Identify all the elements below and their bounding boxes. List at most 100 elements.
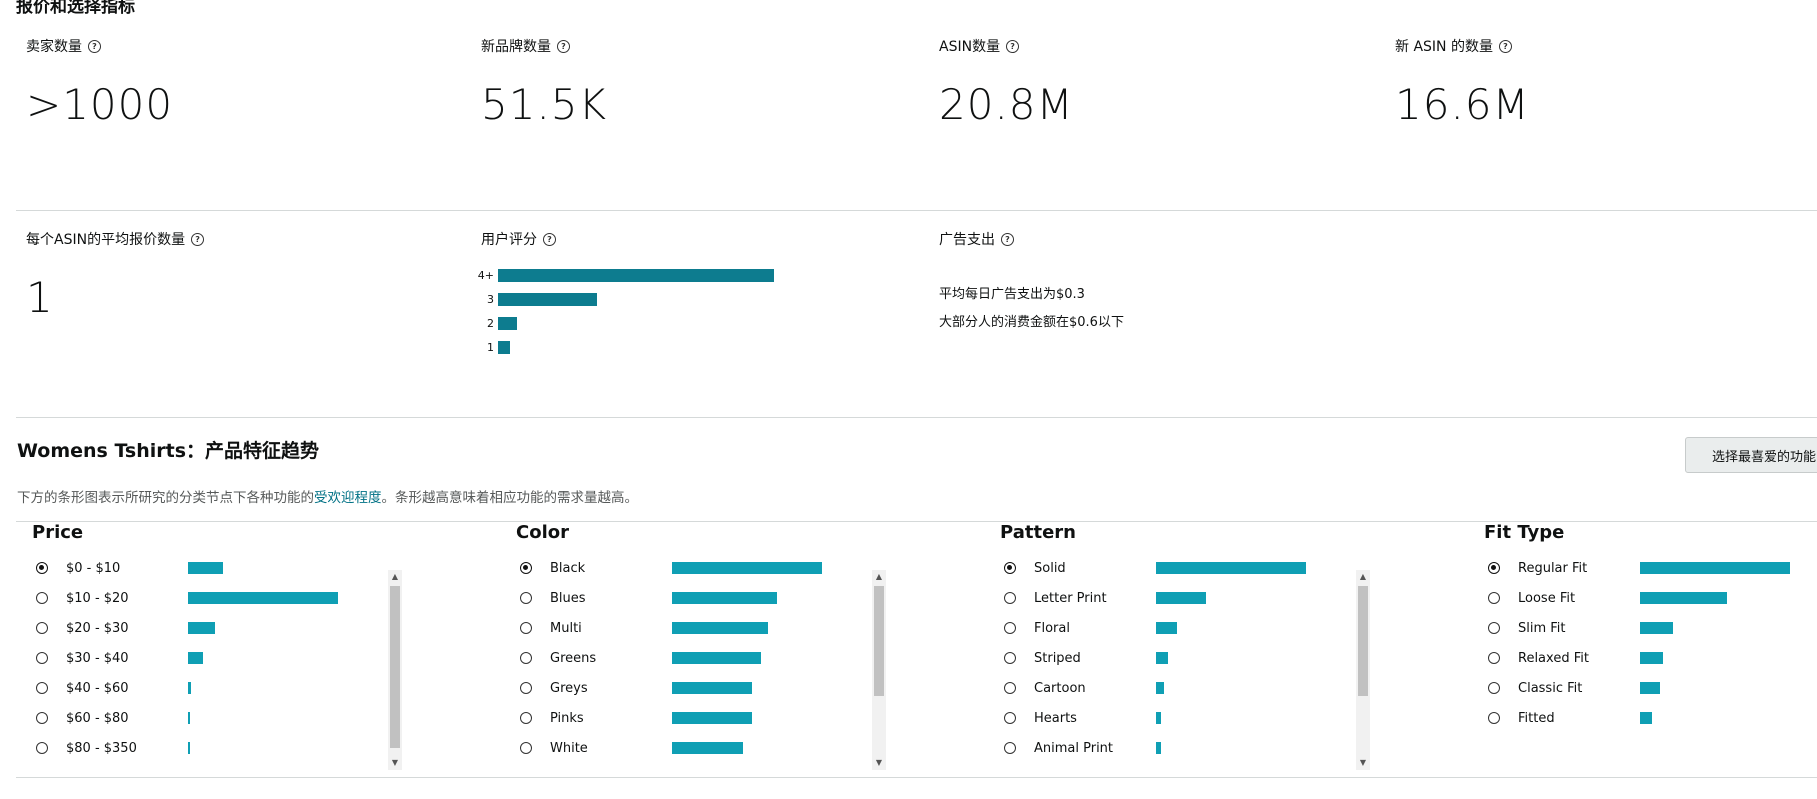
radio-button[interactable] [1004,682,1016,694]
feature-option[interactable]: $30 - $40 [16,643,412,673]
radio-button[interactable] [520,712,532,724]
scroll-up-arrow-icon[interactable]: ▲ [1359,572,1367,581]
help-icon[interactable]: ? [543,232,556,246]
feature-popularity-bar [1156,682,1164,694]
feature-option[interactable]: Black [500,553,896,583]
feature-option[interactable]: Classic Fit [1468,673,1817,703]
feature-option[interactable]: Fitted [1468,703,1817,733]
scroll-thumb[interactable] [1358,586,1368,696]
help-icon[interactable]: ? [88,39,101,53]
feature-option[interactable]: $0 - $10 [16,553,412,583]
radio-button[interactable] [36,682,48,694]
radio-button[interactable] [36,652,48,664]
radio-button[interactable] [1004,742,1016,754]
feature-option[interactable]: Blues [500,583,896,613]
feature-option[interactable]: Greys [500,673,896,703]
feature-option[interactable]: $20 - $30 [16,613,412,643]
feature-option[interactable]: Pinks [500,703,896,733]
feature-popularity-bar [188,592,338,604]
scrollbar[interactable]: ▲ ▼ [388,570,402,770]
feature-option[interactable]: Loose Fit [1468,583,1817,613]
feature-popularity-bar [1156,592,1206,604]
help-icon[interactable]: ? [1006,39,1020,53]
feature-popularity-bar [1640,682,1660,694]
feature-option[interactable]: Animal Print [984,733,1380,763]
radio-button[interactable] [520,652,532,664]
metrics-row-1: 卖家数量? >1000 新品牌数量? 51.5K ASIN数量? 20.8M 新… [16,18,1817,213]
feature-option[interactable]: Floral [984,613,1380,643]
feature-option[interactable]: Relaxed Fit [1468,643,1817,673]
trends-description: 下方的条形图表示所研究的分类节点下各种功能的受欢迎程度。条形越高意味着相应功能的… [17,490,638,506]
radio-button[interactable] [1488,712,1500,724]
feature-option[interactable]: Regular Fit [1468,553,1817,583]
feature-option[interactable]: $80 - $350 [16,733,412,763]
feature-option-label: $20 - $30 [66,620,129,636]
feature-panel-fit-type: Fit Type Regular Fit Loose Fit Slim Fit Rela… [1468,522,1817,772]
feature-option[interactable]: Solid [984,553,1380,583]
radio-button[interactable] [1004,652,1016,664]
radio-button[interactable] [520,742,532,754]
feature-option-label: Hearts [1034,710,1077,726]
radio-button[interactable] [1488,682,1500,694]
scroll-down-arrow-icon[interactable]: ▼ [391,758,399,767]
rating-bar-label: 1 [487,340,494,354]
scroll-thumb[interactable] [874,586,884,696]
feature-option[interactable]: Letter Print [984,583,1380,613]
radio-button[interactable] [36,562,48,574]
popularity-link[interactable]: 受欢迎程度 [314,490,382,506]
scroll-down-arrow-icon[interactable]: ▼ [875,758,883,767]
radio-button[interactable] [1488,652,1500,664]
radio-button[interactable] [520,592,532,604]
radio-button[interactable] [1004,622,1016,634]
radio-button[interactable] [1488,562,1500,574]
feature-option[interactable]: White [500,733,896,763]
feature-option[interactable]: Greens [500,643,896,673]
radio-button[interactable] [36,712,48,724]
help-icon[interactable]: ? [557,39,570,53]
feature-option[interactable]: Cartoon [984,673,1380,703]
feature-option[interactable]: $40 - $60 [16,673,412,703]
feature-option[interactable]: Multi [500,613,896,643]
radio-button[interactable] [36,592,48,604]
scroll-thumb[interactable] [390,586,400,748]
help-icon[interactable]: ? [191,232,205,246]
radio-button[interactable] [36,742,48,754]
radio-button[interactable] [1004,592,1016,604]
scroll-down-arrow-icon[interactable]: ▼ [1359,758,1367,767]
metric-label: 卖家数量 [26,39,82,55]
radio-button[interactable] [1488,622,1500,634]
scroll-up-arrow-icon[interactable]: ▲ [391,572,399,581]
help-icon[interactable]: ? [1498,39,1512,53]
metric-ratings: 用户评分? [481,229,921,249]
scroll-up-arrow-icon[interactable]: ▲ [875,572,883,581]
feature-list: Solid Letter Print Floral Striped Cartoon Hea… [984,553,1380,756]
metric-asins: ASIN数量? 20.8M [939,36,1379,129]
feature-option[interactable]: Hearts [984,703,1380,733]
feature-popularity-bar [188,682,191,694]
feature-list: Black Blues Multi Greens Greys Pinks White [500,553,896,756]
feature-panel-color: Color Black Blues Multi Greens Greys Pinks Whit… [500,522,930,772]
feature-option-label: $0 - $10 [66,560,121,576]
feature-option[interactable]: $60 - $80 [16,703,412,733]
feature-option[interactable]: $10 - $20 [16,583,412,613]
radio-button[interactable] [520,682,532,694]
rating-bar-label: 3 [487,292,494,306]
radio-button[interactable] [1004,562,1016,574]
feature-option-label: Slim Fit [1518,620,1566,636]
metrics-row-2: 每个ASIN的平均报价数量? 1 用户评分? 4+ 3 2 1 广告支出? 平均每日广… [16,210,1817,406]
scrollbar[interactable]: ▲ ▼ [1356,570,1370,770]
radio-button[interactable] [1004,712,1016,724]
feature-option-label: Blues [550,590,586,606]
feature-option-label: Relaxed Fit [1518,650,1589,666]
feature-option-label: Cartoon [1034,680,1086,696]
radio-button[interactable] [36,622,48,634]
feature-option[interactable]: Slim Fit [1468,613,1817,643]
radio-button[interactable] [1488,592,1500,604]
radio-button[interactable] [520,622,532,634]
select-favorite-features-button[interactable]: 选择最喜爱的功能 [1685,437,1817,473]
scrollbar[interactable]: ▲ ▼ [872,570,886,770]
radio-button[interactable] [520,562,532,574]
feature-option[interactable]: Striped [984,643,1380,673]
feature-popularity-bar [672,742,743,754]
help-icon[interactable]: ? [1001,232,1014,246]
